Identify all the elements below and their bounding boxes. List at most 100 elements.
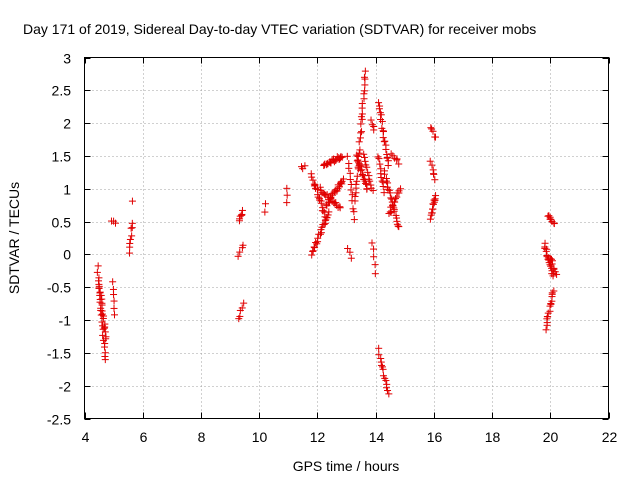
data-point [375,105,383,113]
y-tick-label: 1 [63,182,71,198]
data-point [336,204,344,212]
data-point [316,196,324,204]
data-point [377,173,385,181]
data-point [548,260,556,268]
data-point [368,121,376,129]
data-point [357,167,365,175]
data-point [338,153,346,161]
data-point [395,160,403,168]
x-tick-label: 4 [82,429,90,445]
data-point [385,390,393,398]
data-point [308,251,316,259]
data-point [128,197,136,205]
data-point [368,239,376,247]
y-tick-label: 3 [63,51,71,67]
data-point [128,232,136,240]
data-point [375,344,383,352]
data-point [317,199,325,207]
data-point [375,99,383,107]
data-point [371,261,379,269]
x-tick-label: 18 [485,429,501,445]
data-point [391,195,399,203]
data-point [361,157,369,165]
data-point [358,170,366,178]
data-point [236,212,244,220]
data-point [380,128,388,136]
data-point [97,291,105,299]
data-point [343,152,351,160]
data-point [327,194,335,202]
data-point [283,199,291,207]
data-point [240,299,248,307]
grid-lines [84,57,609,419]
data-point [377,354,385,362]
data-point [357,129,365,137]
data-point [361,67,369,75]
data-point [426,215,434,223]
data-point [386,189,394,197]
data-point [109,278,117,286]
data-point [352,180,360,188]
data-point [363,185,371,193]
data-point [549,272,557,280]
y-tick-label: 0 [63,247,71,263]
data-point [236,248,244,256]
data-point [378,117,386,125]
data-point [382,145,390,153]
data-point [110,297,118,305]
data-point [349,205,357,213]
data-point [238,210,246,218]
data-point [367,116,375,124]
data-point [431,176,439,184]
data-point [354,152,362,160]
data-point [346,169,354,177]
data-point [550,287,558,295]
data-point [126,239,134,247]
data-point [363,163,371,171]
data-point [430,170,438,178]
data-point [111,219,119,227]
data-point [371,270,379,278]
data-point [397,185,405,193]
data-point [346,176,354,184]
data-point [314,193,322,201]
data-point [370,126,378,134]
data-point [360,150,368,158]
x-tick-label: 6 [140,429,148,445]
data-point [316,230,324,238]
data-point [309,247,317,255]
data-point [357,120,365,128]
y-tick-label: -1 [59,313,72,329]
data-point [101,328,109,336]
data-point [350,208,358,216]
data-point [128,219,136,227]
data-point [427,124,435,132]
data-point [309,176,317,184]
data-point [320,162,328,170]
data-point [379,365,387,373]
data-point [364,168,372,176]
data-point [375,351,383,359]
data-point [93,268,101,276]
x-tick-label: 20 [543,429,559,445]
data-point [239,241,247,249]
data-point [389,202,397,210]
data-point [238,206,246,214]
data-point [370,253,378,261]
data-points [93,67,561,398]
data-point [100,324,108,332]
data-point [321,213,329,221]
data-point [358,128,366,136]
data-point [369,186,377,194]
data-point [351,192,359,200]
data-point [393,155,401,163]
plot-frame [84,57,609,419]
chart-title: Day 171 of 2019, Sidereal Day-to-day VTE… [23,21,536,37]
x-tick-label: 12 [310,429,326,445]
y-tick-label: 2.5 [52,83,72,99]
data-point [110,291,118,299]
data-point [308,173,316,181]
data-point [547,300,555,308]
data-point [261,208,269,216]
